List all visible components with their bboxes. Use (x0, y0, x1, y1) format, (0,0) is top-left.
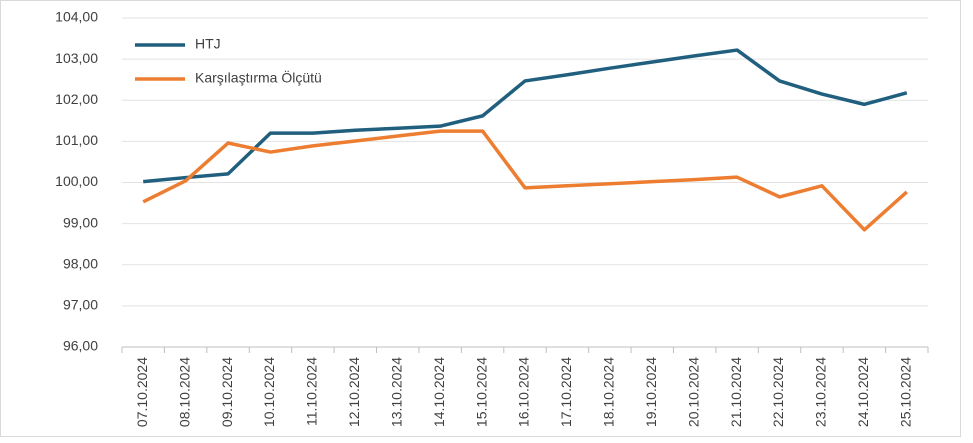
x-tick-label: 22.10.2024 (770, 357, 786, 427)
x-tick-label: 19.10.2024 (643, 357, 659, 427)
legend-label: HTJ (195, 36, 221, 52)
x-tick-label: 07.10.2024 (134, 357, 150, 427)
x-tick-label: 24.10.2024 (855, 357, 871, 427)
line-series (143, 48, 908, 184)
x-tick-label: 15.10.2024 (473, 357, 489, 427)
x-tick-label: 13.10.2024 (388, 357, 404, 427)
y-tick-label: 102,00 (55, 91, 98, 107)
x-tick-label: 20.10.2024 (685, 357, 701, 427)
x-tick-label: 16.10.2024 (516, 357, 532, 427)
legend-label: Karşılaştırma Ölçütü (195, 69, 322, 86)
y-tick-label: 98,00 (63, 255, 98, 271)
x-tick-label: 10.10.2024 (261, 357, 277, 427)
y-tick-label: 104,00 (55, 9, 98, 25)
x-tick-label: 23.10.2024 (813, 357, 829, 427)
y-tick-label: 100,00 (55, 173, 98, 189)
chart-frame (0, 0, 961, 437)
x-tick-label: 18.10.2024 (601, 357, 617, 427)
x-tick-label: 11.10.2024 (304, 357, 320, 426)
y-tick-label: 96,00 (63, 338, 98, 354)
x-tick-label: 17.10.2024 (558, 357, 574, 427)
y-tick-label: 103,00 (55, 50, 98, 66)
x-tick-label: 25.10.2024 (897, 357, 913, 427)
x-tick-label: 14.10.2024 (431, 357, 447, 427)
x-tick-label: 08.10.2024 (176, 357, 192, 427)
y-tick-label: 101,00 (55, 132, 98, 148)
line-series (142, 129, 908, 232)
x-tick-label: 21.10.2024 (728, 357, 744, 427)
x-tick-label: 09.10.2024 (219, 357, 235, 427)
y-tick-label: 99,00 (63, 214, 98, 230)
y-tick-label: 97,00 (63, 297, 98, 313)
x-tick-label: 12.10.2024 (346, 357, 362, 427)
